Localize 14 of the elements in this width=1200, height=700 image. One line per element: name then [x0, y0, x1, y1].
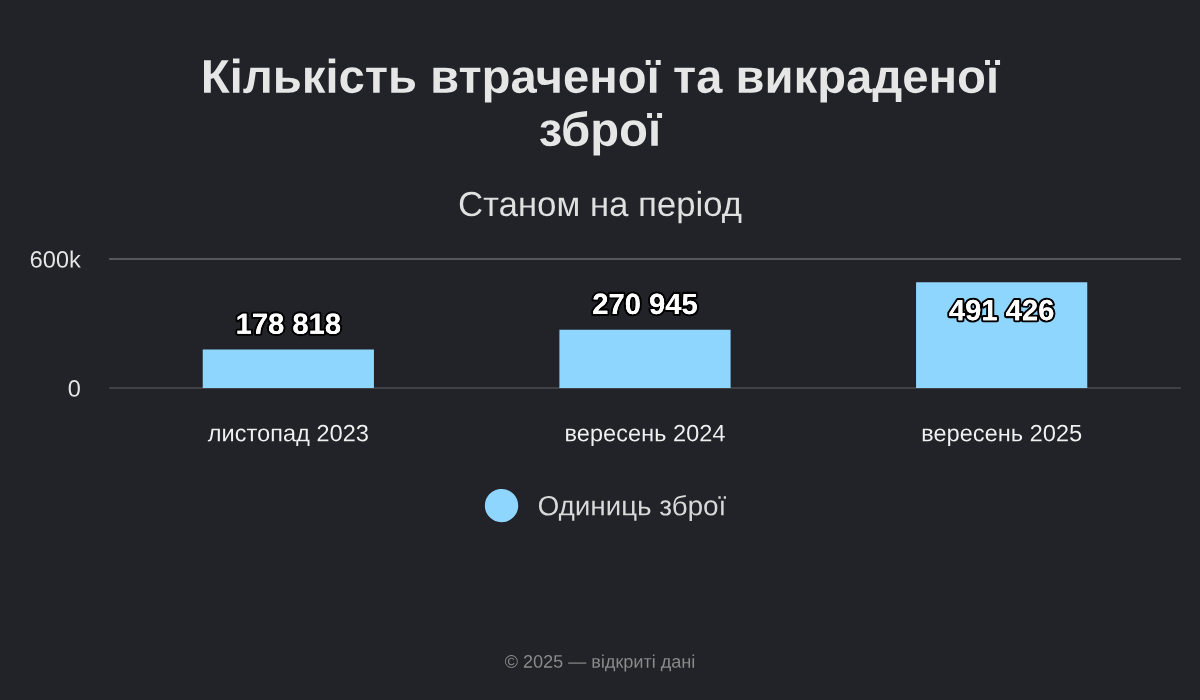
data-label: 491 426	[949, 299, 1054, 321]
y-tick-label: 0	[68, 380, 80, 397]
chart-title: Кількість втраченої та викраденої зброї	[204, 58, 1001, 156]
x-tick-label: листопад 2023	[207, 424, 368, 446]
text: © 2025 — відкриті дані	[504, 654, 695, 672]
x-tick-label: вересень 2024	[566, 424, 725, 447]
data-label: 178 818	[237, 313, 341, 335]
y-tick-label: 600k	[30, 250, 81, 268]
bar	[559, 329, 731, 388]
x-tick-label: вересень 2025	[922, 424, 1082, 447]
data-label: 270 945	[593, 293, 697, 315]
chart-subtitle: Станом на період	[459, 190, 742, 224]
legend-label: Одиниць зброї	[538, 494, 726, 522]
bar	[202, 349, 374, 388]
